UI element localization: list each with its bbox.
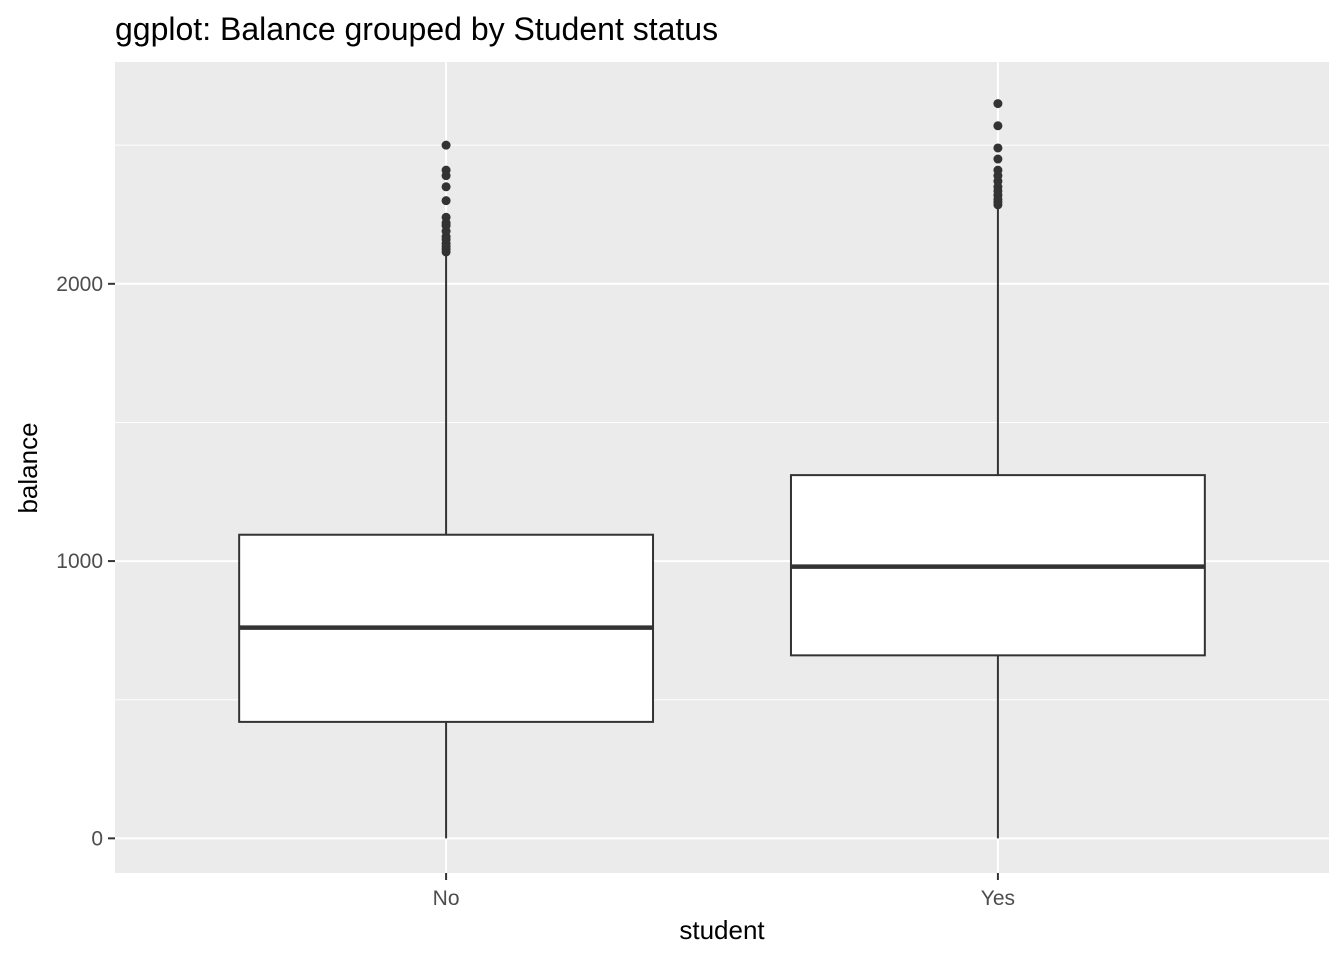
y-axis-title: balance — [13, 422, 43, 513]
outlier-point — [993, 154, 1003, 164]
x-tick-label: No — [433, 887, 460, 910]
box-group-yes — [789, 99, 1206, 839]
y-tick-label: 2000 — [56, 273, 103, 296]
outlier-point — [441, 196, 451, 206]
outlier-point — [441, 165, 451, 175]
box-group-no — [238, 140, 655, 839]
plot-marks — [238, 99, 1206, 839]
outlier-point — [993, 165, 1003, 175]
chart-title: ggplot: Balance grouped by Student statu… — [115, 11, 718, 47]
outlier-point — [993, 121, 1003, 131]
outlier-point — [441, 140, 451, 150]
outlier-point — [993, 99, 1003, 109]
outlier-point — [441, 212, 451, 222]
x-axis-title: student — [679, 915, 765, 945]
x-tick-label: Yes — [981, 887, 1015, 910]
plot-panel — [115, 62, 1329, 873]
outlier-point — [441, 182, 451, 192]
y-tick-label: 0 — [91, 827, 103, 850]
outlier-point — [993, 143, 1003, 153]
panel-background — [115, 62, 1329, 873]
y-tick-label: 1000 — [56, 550, 103, 573]
axes: 0 1000 2000 No Yes — [56, 273, 1015, 910]
